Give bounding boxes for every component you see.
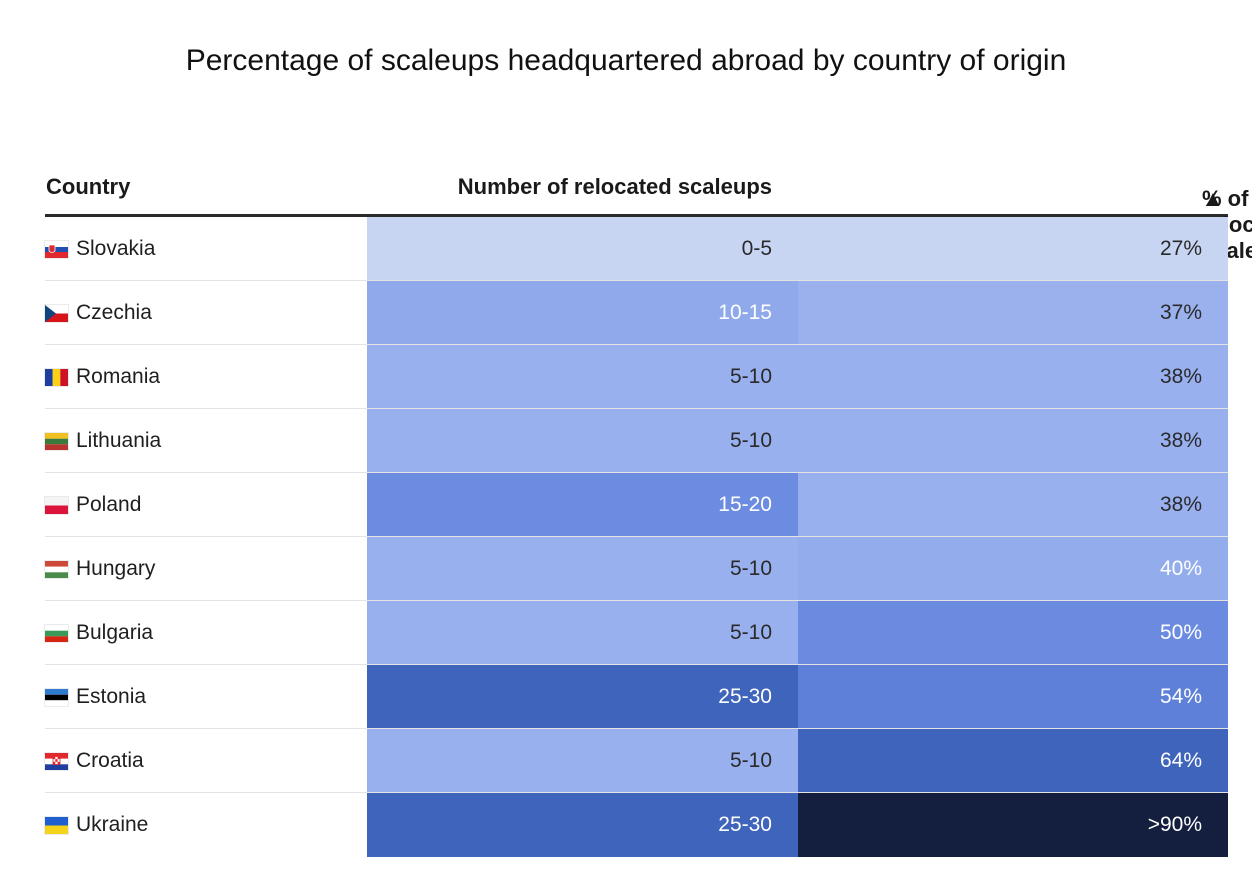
number-cell: 5-10 bbox=[367, 729, 798, 793]
number-cell: 5-10 bbox=[367, 345, 798, 409]
country-cell: Lithuania bbox=[45, 409, 367, 473]
table-header: Country Number of relocated scaleups ▲% … bbox=[45, 162, 1252, 263]
estonia-flag-icon bbox=[45, 688, 68, 706]
country-cell: Romania bbox=[45, 345, 367, 409]
number-cell: 0-5 bbox=[367, 217, 798, 281]
row-divider bbox=[45, 792, 1228, 793]
country-cell: Croatia bbox=[45, 729, 367, 793]
percent-cell: 27% bbox=[798, 217, 1228, 281]
czechia-flag-icon bbox=[45, 304, 68, 322]
data-table: Country Number of relocated scaleups ▲% … bbox=[45, 162, 1252, 857]
country-cell: Bulgaria bbox=[45, 601, 367, 665]
table-row: Romania 5-10 38% bbox=[45, 345, 1228, 409]
row-divider bbox=[45, 664, 1228, 665]
percent-cell: 40% bbox=[798, 537, 1228, 601]
country-name: Czechia bbox=[76, 301, 152, 324]
country-name: Ukraine bbox=[76, 813, 149, 836]
percent-cell: >90% bbox=[798, 793, 1228, 857]
country-cell: Hungary bbox=[45, 537, 367, 601]
table-body: Slovakia 0-5 27% Czechia 10-15 37% Romania 5-10… bbox=[45, 217, 1228, 857]
column-header-country[interactable]: Country bbox=[46, 174, 131, 199]
hungary-flag-icon bbox=[45, 560, 68, 578]
country-name: Hungary bbox=[76, 557, 156, 580]
number-cell: 5-10 bbox=[367, 409, 798, 473]
sort-ascending-icon[interactable]: ▲ bbox=[1202, 186, 1224, 211]
percent-cell: 38% bbox=[798, 473, 1228, 537]
table-row: Hungary 5-10 40% bbox=[45, 537, 1228, 601]
row-divider bbox=[45, 280, 1228, 281]
column-header-number[interactable]: Number of relocated scaleups bbox=[457, 174, 772, 199]
table-row: Bulgaria 5-10 50% bbox=[45, 601, 1228, 665]
number-cell: 15-20 bbox=[367, 473, 798, 537]
lithuania-flag-icon bbox=[45, 432, 68, 450]
table-row: Czechia 10-15 37% bbox=[45, 281, 1228, 345]
row-divider bbox=[45, 472, 1228, 473]
number-cell: 25-30 bbox=[367, 793, 798, 857]
country-cell: Ukraine bbox=[45, 793, 367, 857]
percent-cell: 38% bbox=[798, 345, 1228, 409]
number-cell: 5-10 bbox=[367, 601, 798, 665]
number-cell: 25-30 bbox=[367, 665, 798, 729]
croatia-flag-icon bbox=[45, 752, 68, 770]
slovakia-flag-icon bbox=[45, 240, 68, 258]
number-cell: 10-15 bbox=[367, 281, 798, 345]
table-row: Ukraine 25-30 >90% bbox=[45, 793, 1228, 857]
number-cell: 5-10 bbox=[367, 537, 798, 601]
row-divider bbox=[45, 728, 1228, 729]
row-divider bbox=[45, 408, 1228, 409]
country-name: Poland bbox=[76, 493, 142, 516]
table-row: Croatia 5-10 64% bbox=[45, 729, 1228, 793]
percent-cell: 54% bbox=[798, 665, 1228, 729]
ukraine-flag-icon bbox=[45, 816, 68, 834]
row-divider bbox=[45, 536, 1228, 537]
row-divider bbox=[45, 344, 1228, 345]
poland-flag-icon bbox=[45, 496, 68, 514]
percent-cell: 50% bbox=[798, 601, 1228, 665]
percent-cell: 37% bbox=[798, 281, 1228, 345]
percent-cell: 64% bbox=[798, 729, 1228, 793]
romania-flag-icon bbox=[45, 368, 68, 386]
table-row: Poland 15-20 38% bbox=[45, 473, 1228, 537]
country-cell: Poland bbox=[45, 473, 367, 537]
row-divider bbox=[45, 600, 1228, 601]
country-name: Lithuania bbox=[76, 429, 162, 452]
country-cell: Czechia bbox=[45, 281, 367, 345]
percent-cell: 38% bbox=[798, 409, 1228, 473]
country-name: Croatia bbox=[76, 749, 144, 772]
bulgaria-flag-icon bbox=[45, 624, 68, 642]
country-name: Bulgaria bbox=[76, 621, 154, 644]
table-row: Slovakia 0-5 27% bbox=[45, 217, 1228, 281]
table-row: Lithuania 5-10 38% bbox=[45, 409, 1228, 473]
country-name: Estonia bbox=[76, 685, 147, 708]
chart-title: Percentage of scaleups headquartered abr… bbox=[185, 44, 1067, 77]
table-row: Estonia 25-30 54% bbox=[45, 665, 1228, 729]
country-cell: Slovakia bbox=[45, 217, 367, 281]
country-cell: Estonia bbox=[45, 665, 367, 729]
country-name: Romania bbox=[76, 365, 161, 388]
country-name: Slovakia bbox=[76, 237, 156, 260]
